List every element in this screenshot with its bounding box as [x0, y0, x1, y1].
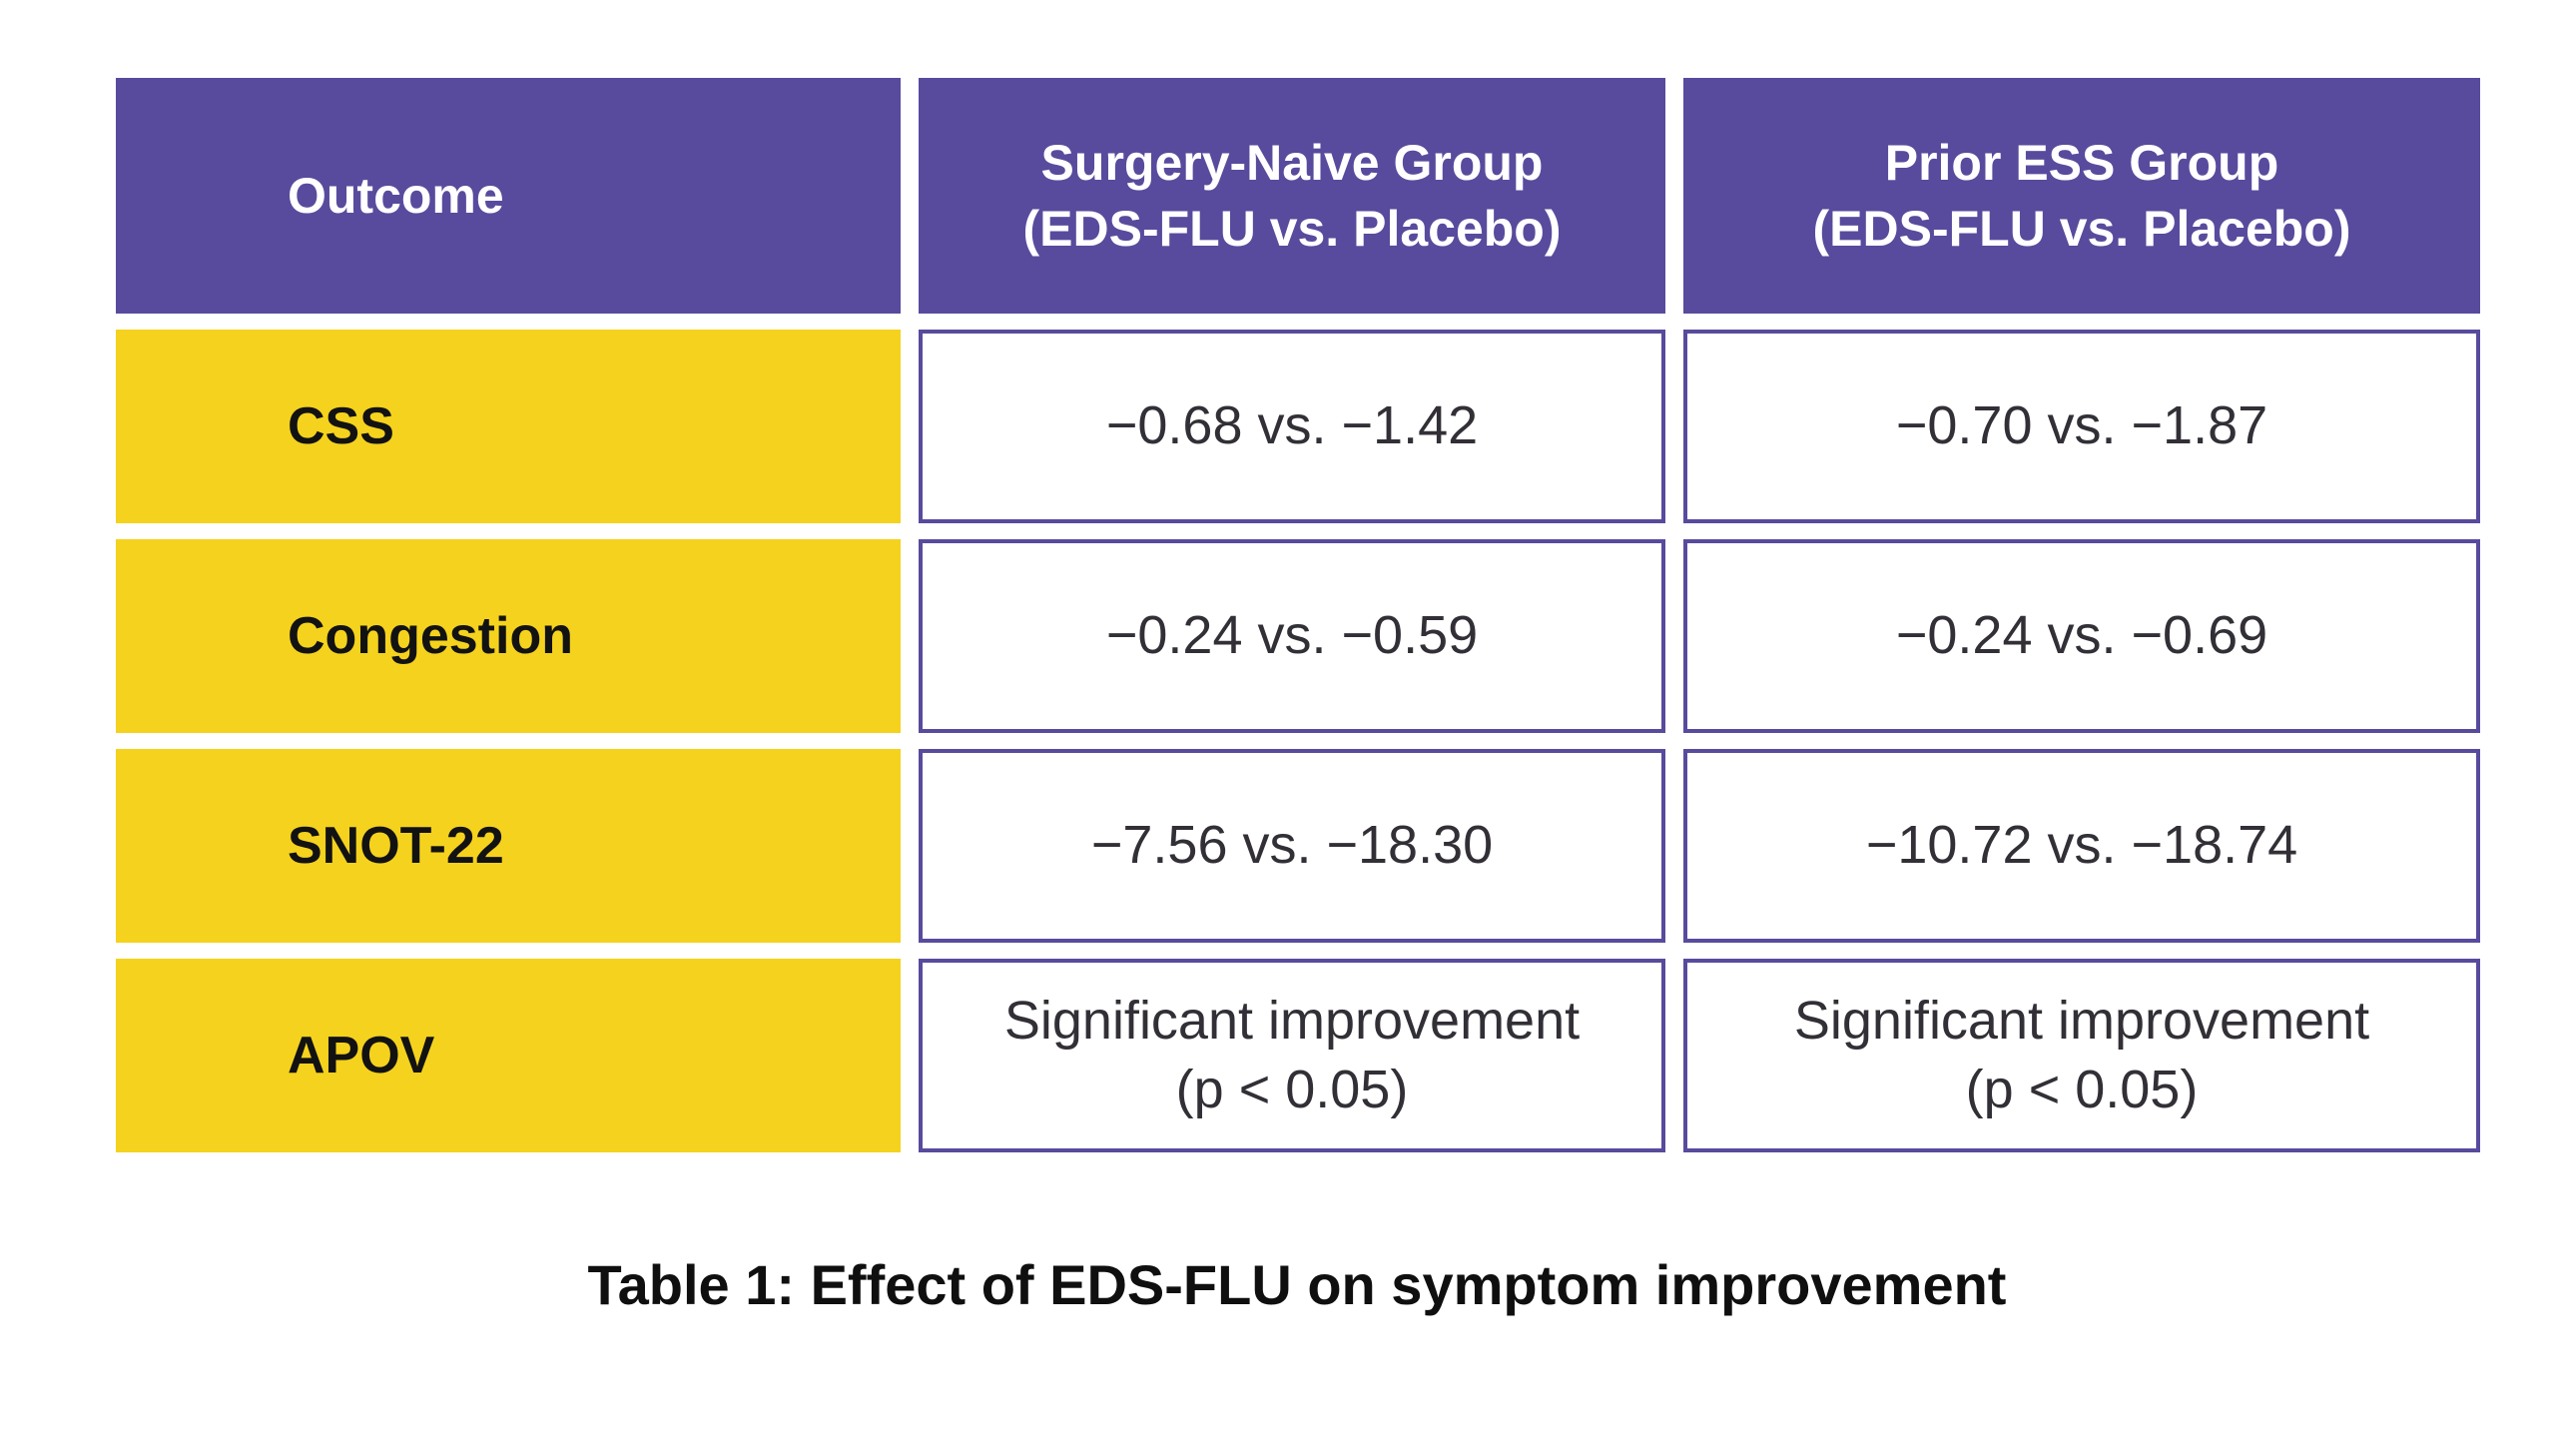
- value-cell-snot-22-prior-ess: −10.72 vs. −18.74: [1683, 749, 2480, 943]
- value-snot-22-prior-ess-line1: −10.72 vs. −18.74: [1865, 815, 2298, 876]
- header-prior-ess-line1: Prior ESS Group: [1884, 135, 2279, 191]
- row-label-snot-22: SNOT-22: [116, 749, 901, 943]
- value-cell-css-surgery-naive: −0.68 vs. −1.42: [919, 330, 1665, 523]
- row-label-congestion: Congestion: [116, 539, 901, 733]
- value-congestion-prior-ess-line1: −0.24 vs. −0.69: [1895, 605, 2268, 666]
- value-apov-prior-ess-line2: (p < 0.05): [1965, 1060, 2199, 1119]
- table-caption: Table 1: Effect of EDS-FLU on symptom im…: [587, 1253, 2007, 1316]
- value-css-prior-ess-line1: −0.70 vs. −1.87: [1895, 395, 2268, 456]
- value-cell-congestion-surgery-naive: −0.24 vs. −0.59: [919, 539, 1665, 733]
- row-label-snot-22-text: SNOT-22: [288, 817, 504, 875]
- header-surgery-naive-line2: (EDS-FLU vs. Placebo): [1022, 201, 1562, 257]
- value-cell-apov-surgery-naive: Significant improvement (p < 0.05): [919, 959, 1665, 1152]
- row-label-css: CSS: [116, 330, 901, 523]
- header-surgery-naive-line1: Surgery-Naive Group: [1040, 135, 1544, 191]
- value-snot-22-surgery-naive-line1: −7.56 vs. −18.30: [1090, 815, 1494, 876]
- header-cell-prior-ess-group: Prior ESS Group (EDS-FLU vs. Placebo): [1683, 78, 2480, 314]
- header-cell-outcome: Outcome: [116, 78, 901, 314]
- value-apov-surgery-naive-line1: Significant improvement: [1003, 990, 1581, 1051]
- value-cell-apov-prior-ess: Significant improvement (p < 0.05): [1683, 959, 2480, 1152]
- value-cell-congestion-prior-ess: −0.24 vs. −0.69: [1683, 539, 2480, 733]
- value-apov-surgery-naive-line2: (p < 0.05): [1175, 1060, 1409, 1119]
- header-outcome-label: Outcome: [288, 168, 504, 224]
- row-label-congestion-text: Congestion: [288, 607, 573, 665]
- row-label-css-text: CSS: [288, 397, 394, 455]
- value-cell-css-prior-ess: −0.70 vs. −1.87: [1683, 330, 2480, 523]
- row-label-apov-text: APOV: [288, 1027, 435, 1084]
- row-label-apov: APOV: [116, 959, 901, 1152]
- header-prior-ess-line2: (EDS-FLU vs. Placebo): [1812, 201, 2351, 257]
- value-css-surgery-naive-line1: −0.68 vs. −1.42: [1105, 395, 1479, 456]
- value-cell-snot-22-surgery-naive: −7.56 vs. −18.30: [919, 749, 1665, 943]
- header-cell-surgery-naive-group: Surgery-Naive Group (EDS-FLU vs. Placebo…: [919, 78, 1665, 314]
- symptom-improvement-table: Outcome Surgery-Naive Group (EDS-FLU vs.…: [116, 78, 2480, 1152]
- value-congestion-surgery-naive-line1: −0.24 vs. −0.59: [1105, 605, 1479, 666]
- value-apov-prior-ess-line1: Significant improvement: [1793, 990, 2370, 1051]
